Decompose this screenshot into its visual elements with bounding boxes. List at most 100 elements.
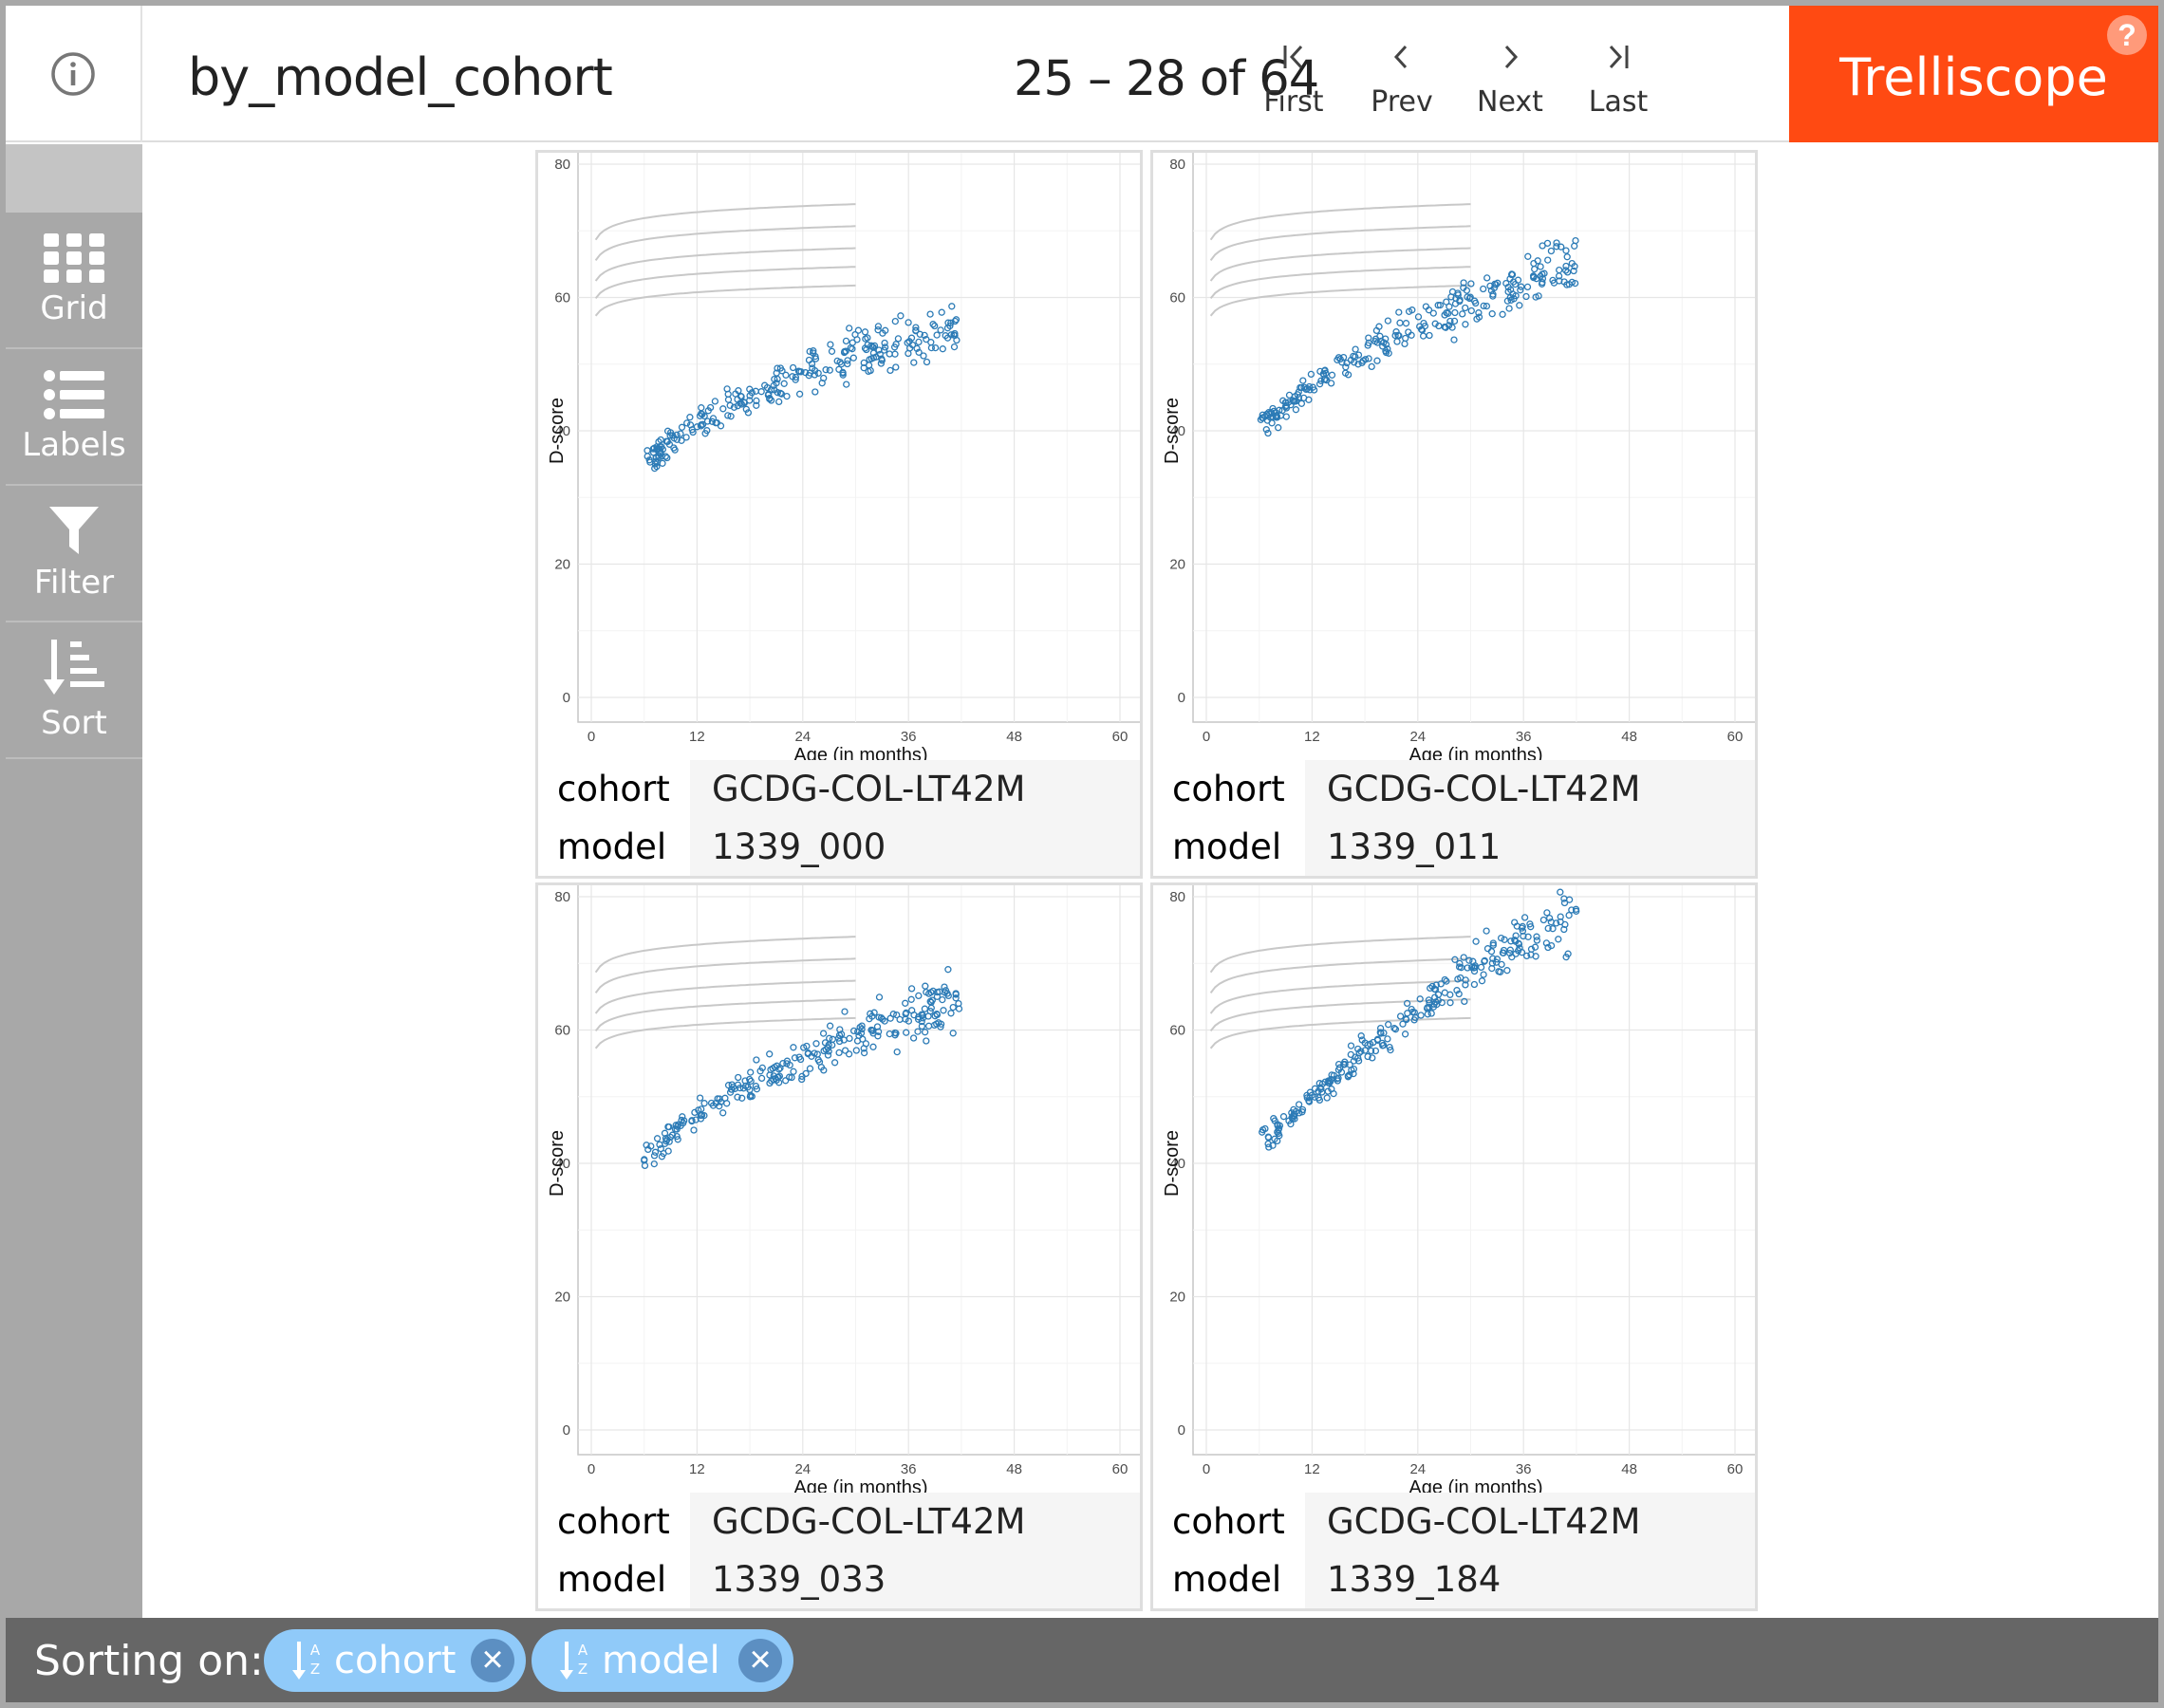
sidebar-item-grid[interactable]: Grid <box>6 213 142 349</box>
data-point <box>747 1068 755 1076</box>
data-point <box>1532 953 1539 960</box>
sort-pill-cohort[interactable]: A Z cohort × <box>264 1629 526 1692</box>
data-point <box>1527 945 1536 953</box>
next-page-button[interactable]: Next <box>1458 42 1562 119</box>
data-point <box>1361 356 1370 363</box>
x-tick-label: 36 <box>901 1461 917 1477</box>
data-point <box>841 1008 849 1015</box>
data-point <box>829 1041 836 1049</box>
data-point <box>1347 1042 1355 1049</box>
data-point <box>921 1029 929 1036</box>
data-point <box>723 385 731 393</box>
x-tick-label: 12 <box>1304 1461 1320 1477</box>
data-point <box>1385 349 1392 357</box>
data-point <box>897 312 905 320</box>
data-point <box>923 335 930 343</box>
data-point <box>1453 987 1461 994</box>
data-point <box>709 1102 718 1109</box>
y-tick-label: 80 <box>1169 157 1185 173</box>
data-point <box>1533 933 1540 940</box>
panel-card[interactable]: 0 12 24 36 48 60 0 20 40 60 80 Age (in months) D-sco… <box>535 882 1143 1611</box>
remove-sort-icon[interactable]: × <box>738 1639 782 1682</box>
data-point <box>1519 922 1526 931</box>
data-point <box>1265 1143 1273 1151</box>
data-point <box>800 1044 808 1051</box>
data-point <box>855 1031 863 1040</box>
data-point <box>788 1073 795 1082</box>
data-point <box>1365 334 1372 342</box>
data-point <box>1334 354 1343 362</box>
data-point <box>681 1117 688 1124</box>
data-point <box>735 387 742 395</box>
data-point <box>1462 321 1469 328</box>
data-point <box>1432 981 1440 989</box>
data-point <box>1396 319 1404 326</box>
sidebar: Grid Labels Filter Sort <box>6 144 142 1618</box>
data-point <box>849 354 857 362</box>
panel-card[interactable]: 0 12 24 36 48 60 0 20 40 60 80 Age (in months) D-sco… <box>535 150 1143 879</box>
data-point <box>1441 975 1448 984</box>
data-point <box>1372 326 1381 335</box>
data-point <box>1524 252 1532 260</box>
info-button[interactable] <box>6 6 142 142</box>
sidebar-item-filter[interactable]: Filter <box>6 486 142 622</box>
label-name: cohort <box>538 760 690 818</box>
data-point <box>886 350 893 358</box>
data-point <box>1523 283 1532 291</box>
data-point <box>1531 943 1539 951</box>
reference-curve <box>1209 247 1471 282</box>
data-point <box>870 1009 878 1016</box>
x-tick-label: 36 <box>1516 1461 1532 1477</box>
svg-text:Z: Z <box>578 1661 588 1678</box>
remove-sort-icon[interactable]: × <box>471 1639 514 1682</box>
data-point <box>1517 287 1524 294</box>
sidebar-item-sort[interactable]: Sort <box>6 622 142 759</box>
data-point <box>1510 295 1518 303</box>
data-point <box>931 322 939 330</box>
data-point <box>836 358 844 366</box>
data-point <box>678 423 686 431</box>
data-point <box>1530 273 1538 282</box>
data-point <box>1431 320 1439 327</box>
data-point <box>1259 1126 1267 1134</box>
data-point <box>845 1050 853 1058</box>
data-point <box>841 1047 849 1054</box>
data-point <box>1337 1068 1346 1076</box>
panel-card[interactable]: 0 12 24 36 48 60 0 20 40 60 80 Age (in months) D-sco… <box>1150 882 1758 1611</box>
data-point <box>844 360 851 368</box>
data-point <box>1396 1012 1405 1020</box>
data-point <box>670 444 678 452</box>
data-point <box>861 344 869 352</box>
help-icon[interactable]: ? <box>2107 15 2147 55</box>
last-page-label: Last <box>1588 85 1649 119</box>
prev-page-button[interactable]: Prev <box>1350 42 1454 119</box>
data-point <box>1273 412 1281 420</box>
prev-page-label: Prev <box>1371 85 1433 119</box>
data-point <box>907 995 915 1003</box>
data-point <box>1565 911 1573 919</box>
data-point <box>650 1152 659 1160</box>
data-point <box>747 1091 755 1099</box>
data-point <box>1472 938 1480 945</box>
sidebar-item-labels[interactable]: Labels <box>6 349 142 486</box>
label-row-model: model 1339_184 <box>1153 1550 1755 1608</box>
sort-pill-model[interactable]: A Z model × <box>532 1629 793 1692</box>
label-value: 1339_000 <box>712 826 886 867</box>
data-point <box>875 1013 883 1021</box>
data-point <box>1515 939 1522 947</box>
data-point <box>771 386 778 394</box>
data-point <box>915 338 923 346</box>
last-page-button[interactable]: Last <box>1566 42 1670 119</box>
data-point <box>907 334 916 342</box>
data-point <box>730 403 738 411</box>
data-point <box>1562 262 1570 270</box>
page-info: 25 – 28 of 64 <box>1014 51 1319 107</box>
data-point <box>1425 996 1433 1004</box>
y-tick-label: 60 <box>1169 290 1185 306</box>
data-point <box>1478 977 1486 985</box>
first-page-button[interactable]: First <box>1241 42 1346 119</box>
panel-card[interactable]: 0 12 24 36 48 60 0 20 40 60 80 Age (in months) D-sco… <box>1150 150 1758 879</box>
data-point <box>896 1015 904 1024</box>
sidebar-label-grid: Grid <box>40 289 108 327</box>
data-point <box>1487 287 1496 294</box>
